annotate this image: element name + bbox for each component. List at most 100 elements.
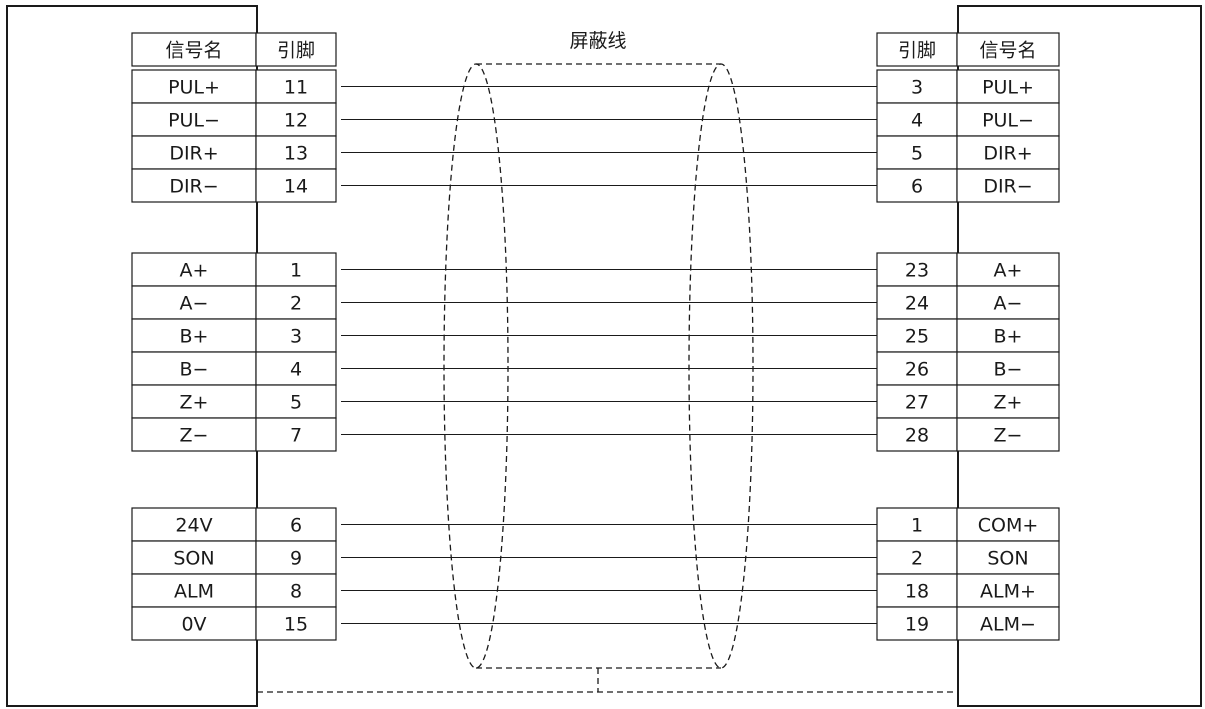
shield-layer xyxy=(257,63,958,693)
left-pin-number: 8 xyxy=(290,581,302,603)
right-signal-name: SON xyxy=(987,548,1028,570)
left-pin-number-cell xyxy=(255,606,337,641)
right-pin-number-cell xyxy=(876,384,958,419)
right-header-pin-cell xyxy=(876,32,958,67)
left-pin-number: 14 xyxy=(284,176,308,198)
left-pin-number-cell xyxy=(255,573,337,608)
left-signal-name: PUL+ xyxy=(168,77,220,99)
right-signal-name: Z− xyxy=(994,425,1023,447)
left-pin-number: 5 xyxy=(290,392,302,414)
right-pin-number: 25 xyxy=(905,326,929,348)
right-pin-number-cell xyxy=(876,507,958,542)
left-signal-name-cell xyxy=(131,540,257,575)
left-pin-number-cell xyxy=(255,168,337,203)
left-pin-number: 7 xyxy=(290,425,302,447)
right-signal-name: DIR+ xyxy=(983,143,1032,165)
left-pin-number-cell xyxy=(255,252,337,287)
left-signal-name: DIR− xyxy=(169,176,218,198)
right-header-pin: 引脚 xyxy=(898,40,936,62)
left-pin-number-cell xyxy=(255,507,337,542)
right-signal-name: PUL− xyxy=(982,110,1034,132)
left-pin-number: 15 xyxy=(284,614,308,636)
left-pin-number: 11 xyxy=(284,77,308,99)
right-pin-number: 18 xyxy=(905,581,929,603)
left-pin-number: 1 xyxy=(290,260,302,282)
left-signal-name-cell xyxy=(131,417,257,452)
left-pin-number-cell xyxy=(255,285,337,320)
left-pin-number-cell xyxy=(255,417,337,452)
right-signal-name: B− xyxy=(994,359,1023,381)
right-signal-name-cell xyxy=(956,135,1060,170)
left-signal-name: Z− xyxy=(180,425,209,447)
left-signal-name: ALM xyxy=(174,581,214,603)
right-pin-number-cell xyxy=(876,573,958,608)
left-pin-number: 6 xyxy=(290,515,302,537)
left-signal-name-cell xyxy=(131,252,257,287)
right-signal-name: Z+ xyxy=(994,392,1023,414)
left-header-pin: 引脚 xyxy=(277,40,315,62)
right-pin-number-cell xyxy=(876,540,958,575)
right-signal-name-cell xyxy=(956,102,1060,137)
right-pin-number: 27 xyxy=(905,392,929,414)
left-pin-number-cell xyxy=(255,540,337,575)
right-pin-number: 23 xyxy=(905,260,929,282)
left-signal-name: DIR+ xyxy=(169,143,218,165)
right-signal-name: PUL+ xyxy=(982,77,1034,99)
left-pin-number: 3 xyxy=(290,326,302,348)
right-pin-number-cell xyxy=(876,168,958,203)
right-pin-number-cell xyxy=(876,102,958,137)
right-signal-name: DIR− xyxy=(983,176,1032,198)
left-signal-name-cell xyxy=(131,135,257,170)
right-signal-name-cell xyxy=(956,417,1060,452)
left-signal-name: SON xyxy=(173,548,214,570)
right-signal-name: ALM− xyxy=(980,614,1036,636)
right-signal-name-cell xyxy=(956,351,1060,386)
right-header-signal-cell xyxy=(956,32,1060,67)
left-pin-number: 4 xyxy=(290,359,302,381)
left-signal-name-cell xyxy=(131,351,257,386)
left-signal-name-cell xyxy=(131,507,257,542)
left-signal-name: B− xyxy=(180,359,209,381)
shield-ground-line xyxy=(257,668,958,693)
left-signal-name: 24V xyxy=(175,515,212,537)
right-pin-number: 3 xyxy=(911,77,923,99)
right-pin-number: 24 xyxy=(905,293,929,315)
left-signal-name: 0V xyxy=(181,614,206,636)
right-signal-name-cell xyxy=(956,252,1060,287)
shield-label: 屏蔽线 xyxy=(569,30,626,52)
right-signal-name: B+ xyxy=(994,326,1023,348)
left-signal-name-cell xyxy=(131,69,257,104)
left-pin-number: 13 xyxy=(284,143,308,165)
right-signal-name-cell xyxy=(956,606,1060,641)
right-signal-name-cell xyxy=(956,69,1060,104)
right-pin-number: 6 xyxy=(911,176,923,198)
right-pin-number-cell xyxy=(876,606,958,641)
left-header-pin-cell xyxy=(255,32,337,67)
left-signal-name-cell xyxy=(131,102,257,137)
left-signal-name-cell xyxy=(131,168,257,203)
left-signal-name: Z+ xyxy=(180,392,209,414)
right-pin-number: 28 xyxy=(905,425,929,447)
left-signal-name: PUL− xyxy=(168,110,220,132)
left-pin-number: 12 xyxy=(284,110,308,132)
right-pin-number-cell xyxy=(876,69,958,104)
left-header-signal: 信号名 xyxy=(165,40,222,62)
shield-right-ellipse xyxy=(688,63,754,669)
right-signal-name: ALM+ xyxy=(980,581,1036,603)
left-signal-name-cell xyxy=(131,285,257,320)
left-pin-number-cell xyxy=(255,384,337,419)
left-pin-number-cell xyxy=(255,351,337,386)
left-signal-name-cell xyxy=(131,573,257,608)
left-signal-name: B+ xyxy=(180,326,209,348)
right-signal-name: COM+ xyxy=(978,515,1039,537)
right-header-signal: 信号名 xyxy=(979,40,1036,62)
right-signal-name-cell xyxy=(956,168,1060,203)
left-signal-name: A− xyxy=(180,293,209,315)
right-pin-number: 2 xyxy=(911,548,923,570)
right-signal-name: A− xyxy=(994,293,1023,315)
right-pin-number: 4 xyxy=(911,110,923,132)
left-signal-name-cell xyxy=(131,606,257,641)
left-header-signal-cell xyxy=(131,32,257,67)
